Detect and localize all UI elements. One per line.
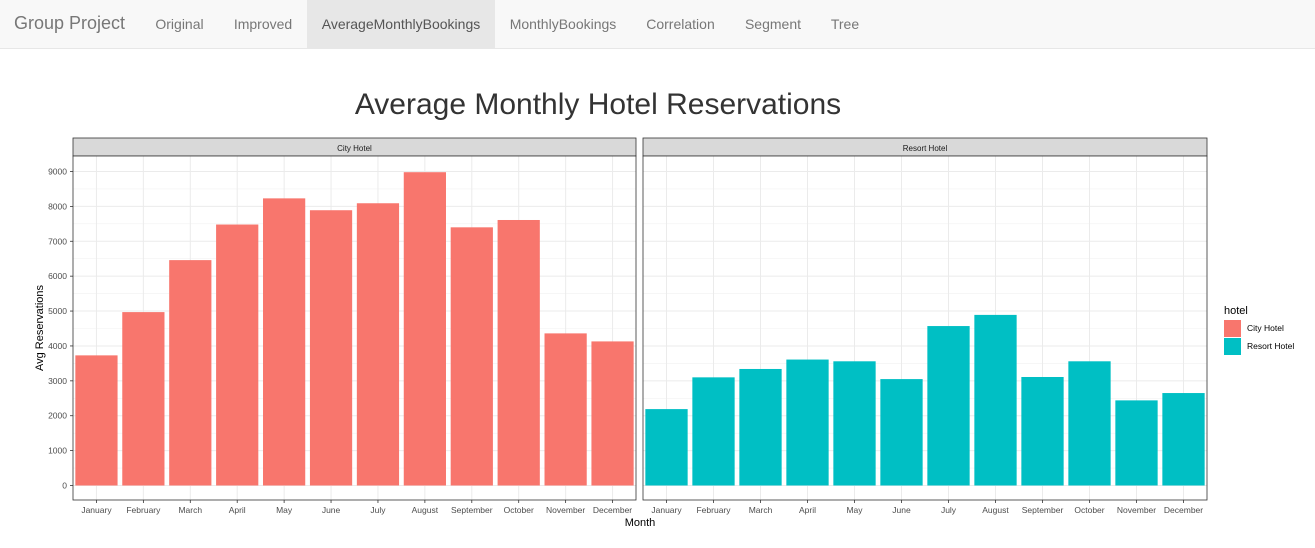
- nav-tab-monthlybookings[interactable]: MonthlyBookings: [509, 16, 617, 32]
- panel-border: [642, 155, 1208, 501]
- y-tick-label: 4000: [48, 341, 67, 351]
- x-tick-label: December: [593, 505, 632, 515]
- x-tick-label: November: [1117, 505, 1156, 515]
- bar-resort-hotel-february: [692, 377, 735, 486]
- facet-strip-label: Resort Hotel: [903, 144, 948, 153]
- bar-city-hotel-july: [356, 203, 400, 486]
- x-tick-label: February: [696, 505, 731, 515]
- bar-resort-hotel-may: [833, 361, 876, 486]
- x-tick-label: April: [229, 505, 246, 515]
- bar-resort-hotel-september: [1021, 376, 1064, 486]
- bar-resort-hotel-july: [927, 326, 970, 486]
- y-tick-label: 2000: [48, 411, 67, 421]
- legend-label: City Hotel: [1247, 323, 1284, 333]
- y-tick-label: 5000: [48, 306, 67, 316]
- legend-key-resort-hotel: [1224, 338, 1241, 355]
- nav-tab-original[interactable]: Original: [155, 16, 204, 32]
- x-tick-label: July: [370, 505, 386, 515]
- x-tick-label: August: [982, 505, 1009, 515]
- bar-city-hotel-march: [169, 260, 212, 486]
- x-tick-label: February: [126, 505, 161, 515]
- y-tick-label: 9000: [48, 167, 67, 177]
- x-axis-title: Month: [625, 517, 656, 529]
- x-tick-label: April: [799, 505, 816, 515]
- panel-background: [643, 156, 1207, 500]
- bar-resort-hotel-june: [880, 379, 923, 486]
- x-tick-label: September: [451, 505, 493, 515]
- x-tick-label: October: [504, 505, 534, 515]
- bar-resort-hotel-december: [1162, 393, 1205, 486]
- navbar: Group Project Original Improved AverageMon…: [0, 0, 1315, 49]
- y-tick-label: 8000: [48, 201, 67, 211]
- nav-tab-averagemonthlybookings[interactable]: AverageMonthlyBookings: [307, 0, 495, 48]
- bar-resort-hotel-april: [786, 359, 829, 486]
- nav-tab-correlation[interactable]: Correlation: [646, 16, 715, 32]
- x-tick-label: August: [412, 505, 439, 515]
- bar-resort-hotel-january: [645, 409, 688, 486]
- nav-tab-tree[interactable]: Tree: [830, 16, 860, 32]
- x-tick-label: January: [651, 505, 682, 515]
- navbar-brand[interactable]: Group Project: [14, 13, 126, 33]
- bar-city-hotel-december: [591, 341, 634, 486]
- y-tick-label: 3000: [48, 376, 67, 386]
- facet-strip-label: City Hotel: [337, 144, 372, 153]
- x-tick-label: March: [178, 505, 202, 515]
- y-tick-label: 7000: [48, 236, 67, 246]
- x-tick-label: May: [846, 505, 863, 515]
- bar-city-hotel-june: [309, 210, 353, 486]
- x-tick-label: January: [81, 505, 112, 515]
- legend-key-city-hotel: [1224, 320, 1241, 337]
- legend-label: Resort Hotel: [1247, 341, 1294, 351]
- bar-resort-hotel-august: [974, 314, 1017, 486]
- bar-city-hotel-november: [544, 333, 587, 486]
- bar-city-hotel-april: [216, 224, 259, 486]
- bar-resort-hotel-october: [1068, 361, 1111, 486]
- y-axis-title: Avg Reservations: [34, 285, 46, 372]
- x-tick-label: March: [749, 505, 773, 515]
- y-tick-label: 0: [62, 481, 67, 491]
- bar-city-hotel-january: [75, 355, 118, 486]
- chart-title: Average Monthly Hotel Reservations: [354, 88, 842, 121]
- bar-city-hotel-september: [450, 227, 493, 486]
- x-tick-label: July: [941, 505, 957, 515]
- x-tick-label: June: [322, 505, 341, 515]
- x-tick-label: December: [1164, 505, 1203, 515]
- bar-city-hotel-august: [403, 172, 446, 486]
- bar-city-hotel-october: [497, 219, 540, 486]
- bar-resort-hotel-november: [1115, 400, 1158, 486]
- nav-tab-improved[interactable]: Improved: [233, 16, 293, 32]
- nav-tab-segment[interactable]: Segment: [744, 16, 802, 32]
- bar-resort-hotel-march: [739, 368, 782, 486]
- x-tick-label: October: [1074, 505, 1104, 515]
- panel-border: [72, 155, 637, 501]
- x-tick-label: June: [892, 505, 911, 515]
- x-tick-label: May: [276, 505, 293, 515]
- bar-city-hotel-february: [122, 312, 165, 486]
- y-tick-label: 1000: [48, 446, 67, 456]
- legend-title: hotel: [1224, 305, 1248, 317]
- x-tick-label: September: [1022, 505, 1064, 515]
- bar-city-hotel-may: [263, 198, 306, 486]
- y-tick-label: 6000: [48, 271, 67, 281]
- panel-background: [73, 156, 636, 500]
- x-tick-label: November: [546, 505, 585, 515]
